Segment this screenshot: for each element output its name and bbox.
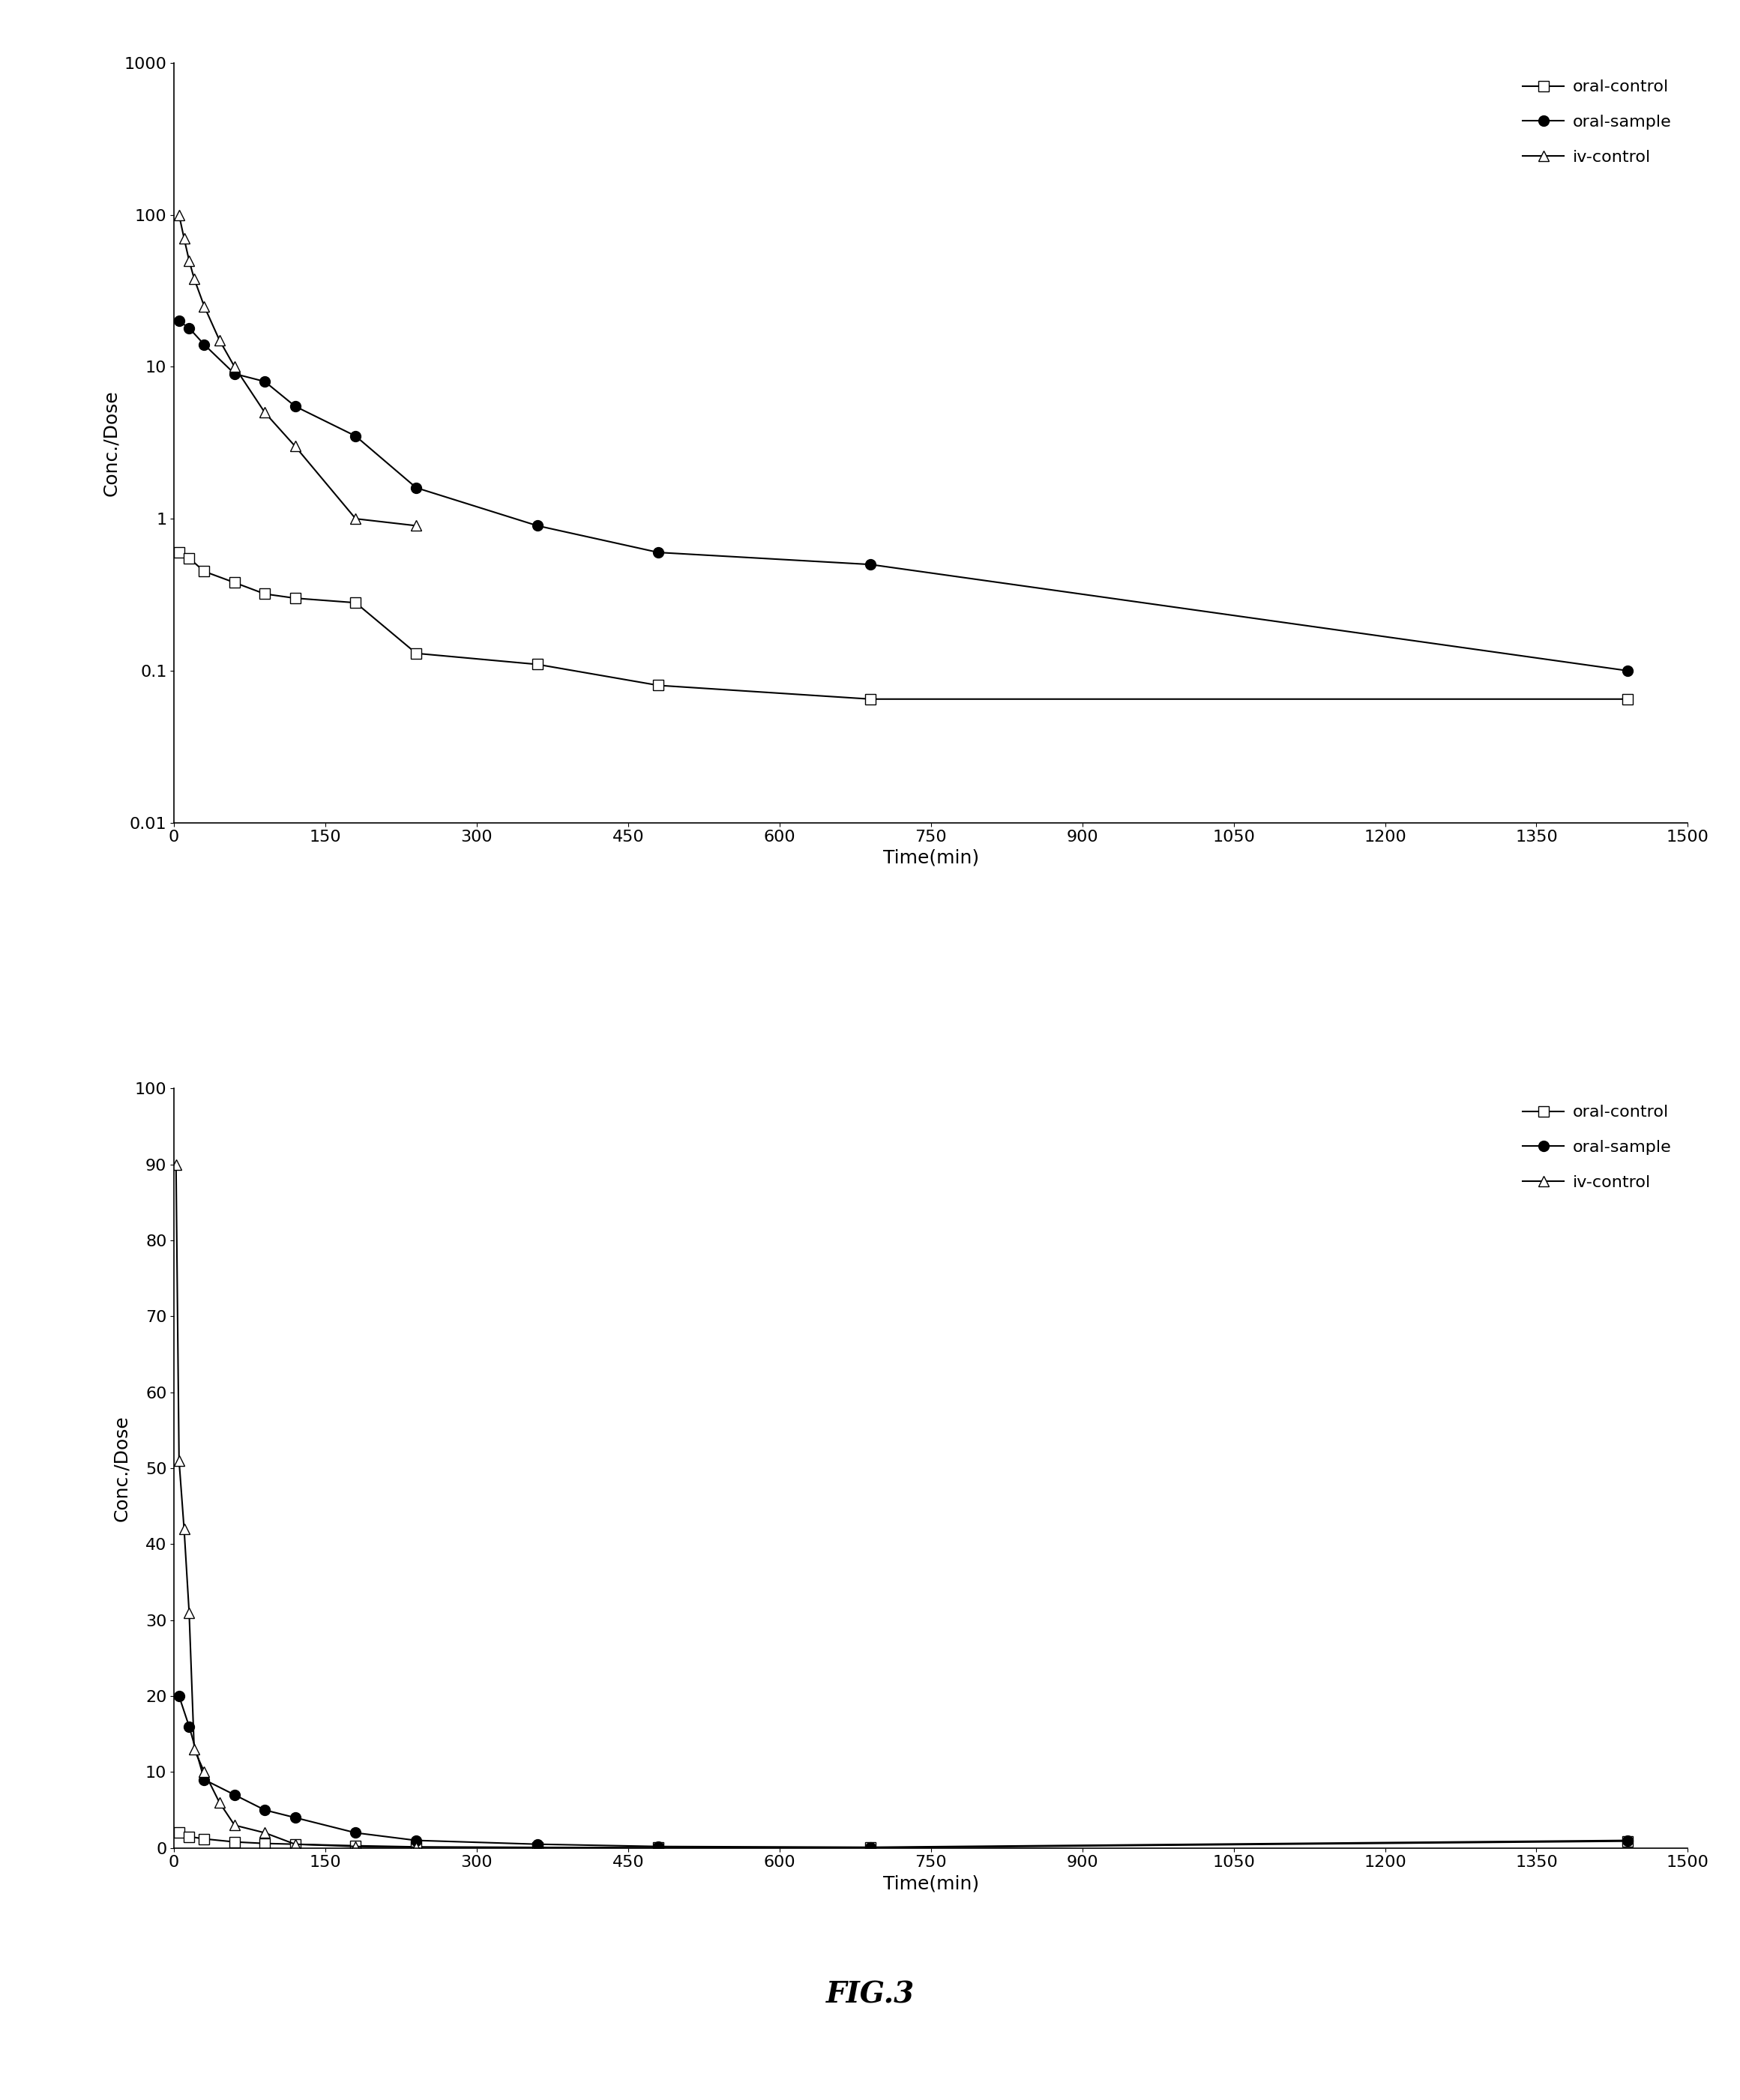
- iv-control: [254, 1821, 275, 1846]
- iv-control: [224, 1812, 245, 1838]
- iv-control: [193, 294, 214, 319]
- oral-sample: [224, 1783, 245, 1808]
- oral-sample: [179, 1714, 200, 1739]
- oral-sample: [285, 1806, 306, 1831]
- iv-control: [184, 267, 205, 292]
- X-axis label: Time(min): Time(min): [882, 1875, 980, 1892]
- iv-control: [405, 1835, 426, 1861]
- oral-sample: [1616, 657, 1637, 682]
- oral-sample: [254, 370, 275, 395]
- oral-sample: [169, 1684, 190, 1709]
- iv-control: [209, 328, 230, 353]
- oral-control: [193, 1827, 214, 1852]
- oral-control: [647, 1835, 668, 1861]
- Line: iv-control: iv-control: [174, 210, 421, 531]
- oral-sample: [647, 1833, 668, 1859]
- oral-control: [224, 1829, 245, 1854]
- oral-sample: [405, 1827, 426, 1852]
- oral-sample: [254, 1798, 275, 1823]
- oral-sample: [1616, 1827, 1637, 1852]
- Y-axis label: Conc./Dose: Conc./Dose: [103, 391, 120, 496]
- iv-control: [174, 1516, 195, 1541]
- Line: iv-control: iv-control: [171, 1159, 421, 1852]
- oral-control: [179, 546, 200, 571]
- oral-control: [345, 590, 365, 615]
- X-axis label: Time(min): Time(min): [882, 848, 980, 867]
- oral-control: [254, 1831, 275, 1856]
- iv-control: [193, 1760, 214, 1785]
- iv-control: [209, 1789, 230, 1814]
- oral-control: [527, 1835, 548, 1861]
- Y-axis label: Conc./Dose: Conc./Dose: [113, 1415, 130, 1520]
- iv-control: [254, 399, 275, 424]
- oral-control: [193, 559, 214, 584]
- Line: oral-sample: oral-sample: [174, 1690, 1632, 1852]
- Line: oral-control: oral-control: [174, 548, 1632, 704]
- iv-control: [179, 248, 200, 273]
- oral-sample: [405, 475, 426, 500]
- iv-control: [165, 1151, 186, 1176]
- oral-control: [169, 1821, 190, 1846]
- oral-sample: [860, 1835, 880, 1861]
- Line: oral-sample: oral-sample: [174, 315, 1632, 676]
- oral-control: [1616, 1829, 1637, 1854]
- iv-control: [184, 1737, 205, 1762]
- oral-control: [179, 1825, 200, 1850]
- oral-control: [224, 569, 245, 594]
- oral-sample: [527, 1831, 548, 1856]
- oral-control: [860, 1835, 880, 1861]
- oral-control: [405, 640, 426, 666]
- oral-sample: [345, 1821, 365, 1846]
- iv-control: [405, 512, 426, 538]
- oral-control: [405, 1833, 426, 1859]
- Text: FIG.3: FIG.3: [826, 1980, 914, 2010]
- oral-control: [285, 1831, 306, 1856]
- oral-control: [527, 651, 548, 676]
- oral-sample: [527, 512, 548, 538]
- iv-control: [169, 202, 190, 227]
- oral-sample: [647, 540, 668, 565]
- oral-sample: [169, 309, 190, 334]
- oral-control: [285, 586, 306, 611]
- oral-sample: [224, 361, 245, 386]
- oral-control: [254, 582, 275, 607]
- iv-control: [179, 1600, 200, 1625]
- oral-control: [647, 672, 668, 697]
- iv-control: [345, 506, 365, 531]
- oral-control: [345, 1833, 365, 1859]
- oral-control: [1616, 687, 1637, 712]
- oral-sample: [179, 315, 200, 340]
- oral-sample: [193, 332, 214, 357]
- oral-sample: [860, 552, 880, 578]
- iv-control: [174, 227, 195, 252]
- iv-control: [285, 435, 306, 460]
- iv-control: [345, 1833, 365, 1859]
- iv-control: [224, 355, 245, 380]
- oral-sample: [285, 393, 306, 418]
- iv-control: [285, 1831, 306, 1856]
- Legend: oral-control, oral-sample, iv-control: oral-control, oral-sample, iv-control: [1514, 71, 1679, 172]
- iv-control: [169, 1449, 190, 1474]
- oral-control: [860, 687, 880, 712]
- Line: oral-control: oral-control: [174, 1827, 1632, 1852]
- oral-sample: [193, 1766, 214, 1791]
- oral-control: [169, 540, 190, 565]
- Legend: oral-control, oral-sample, iv-control: oral-control, oral-sample, iv-control: [1514, 1096, 1679, 1199]
- oral-sample: [345, 424, 365, 449]
